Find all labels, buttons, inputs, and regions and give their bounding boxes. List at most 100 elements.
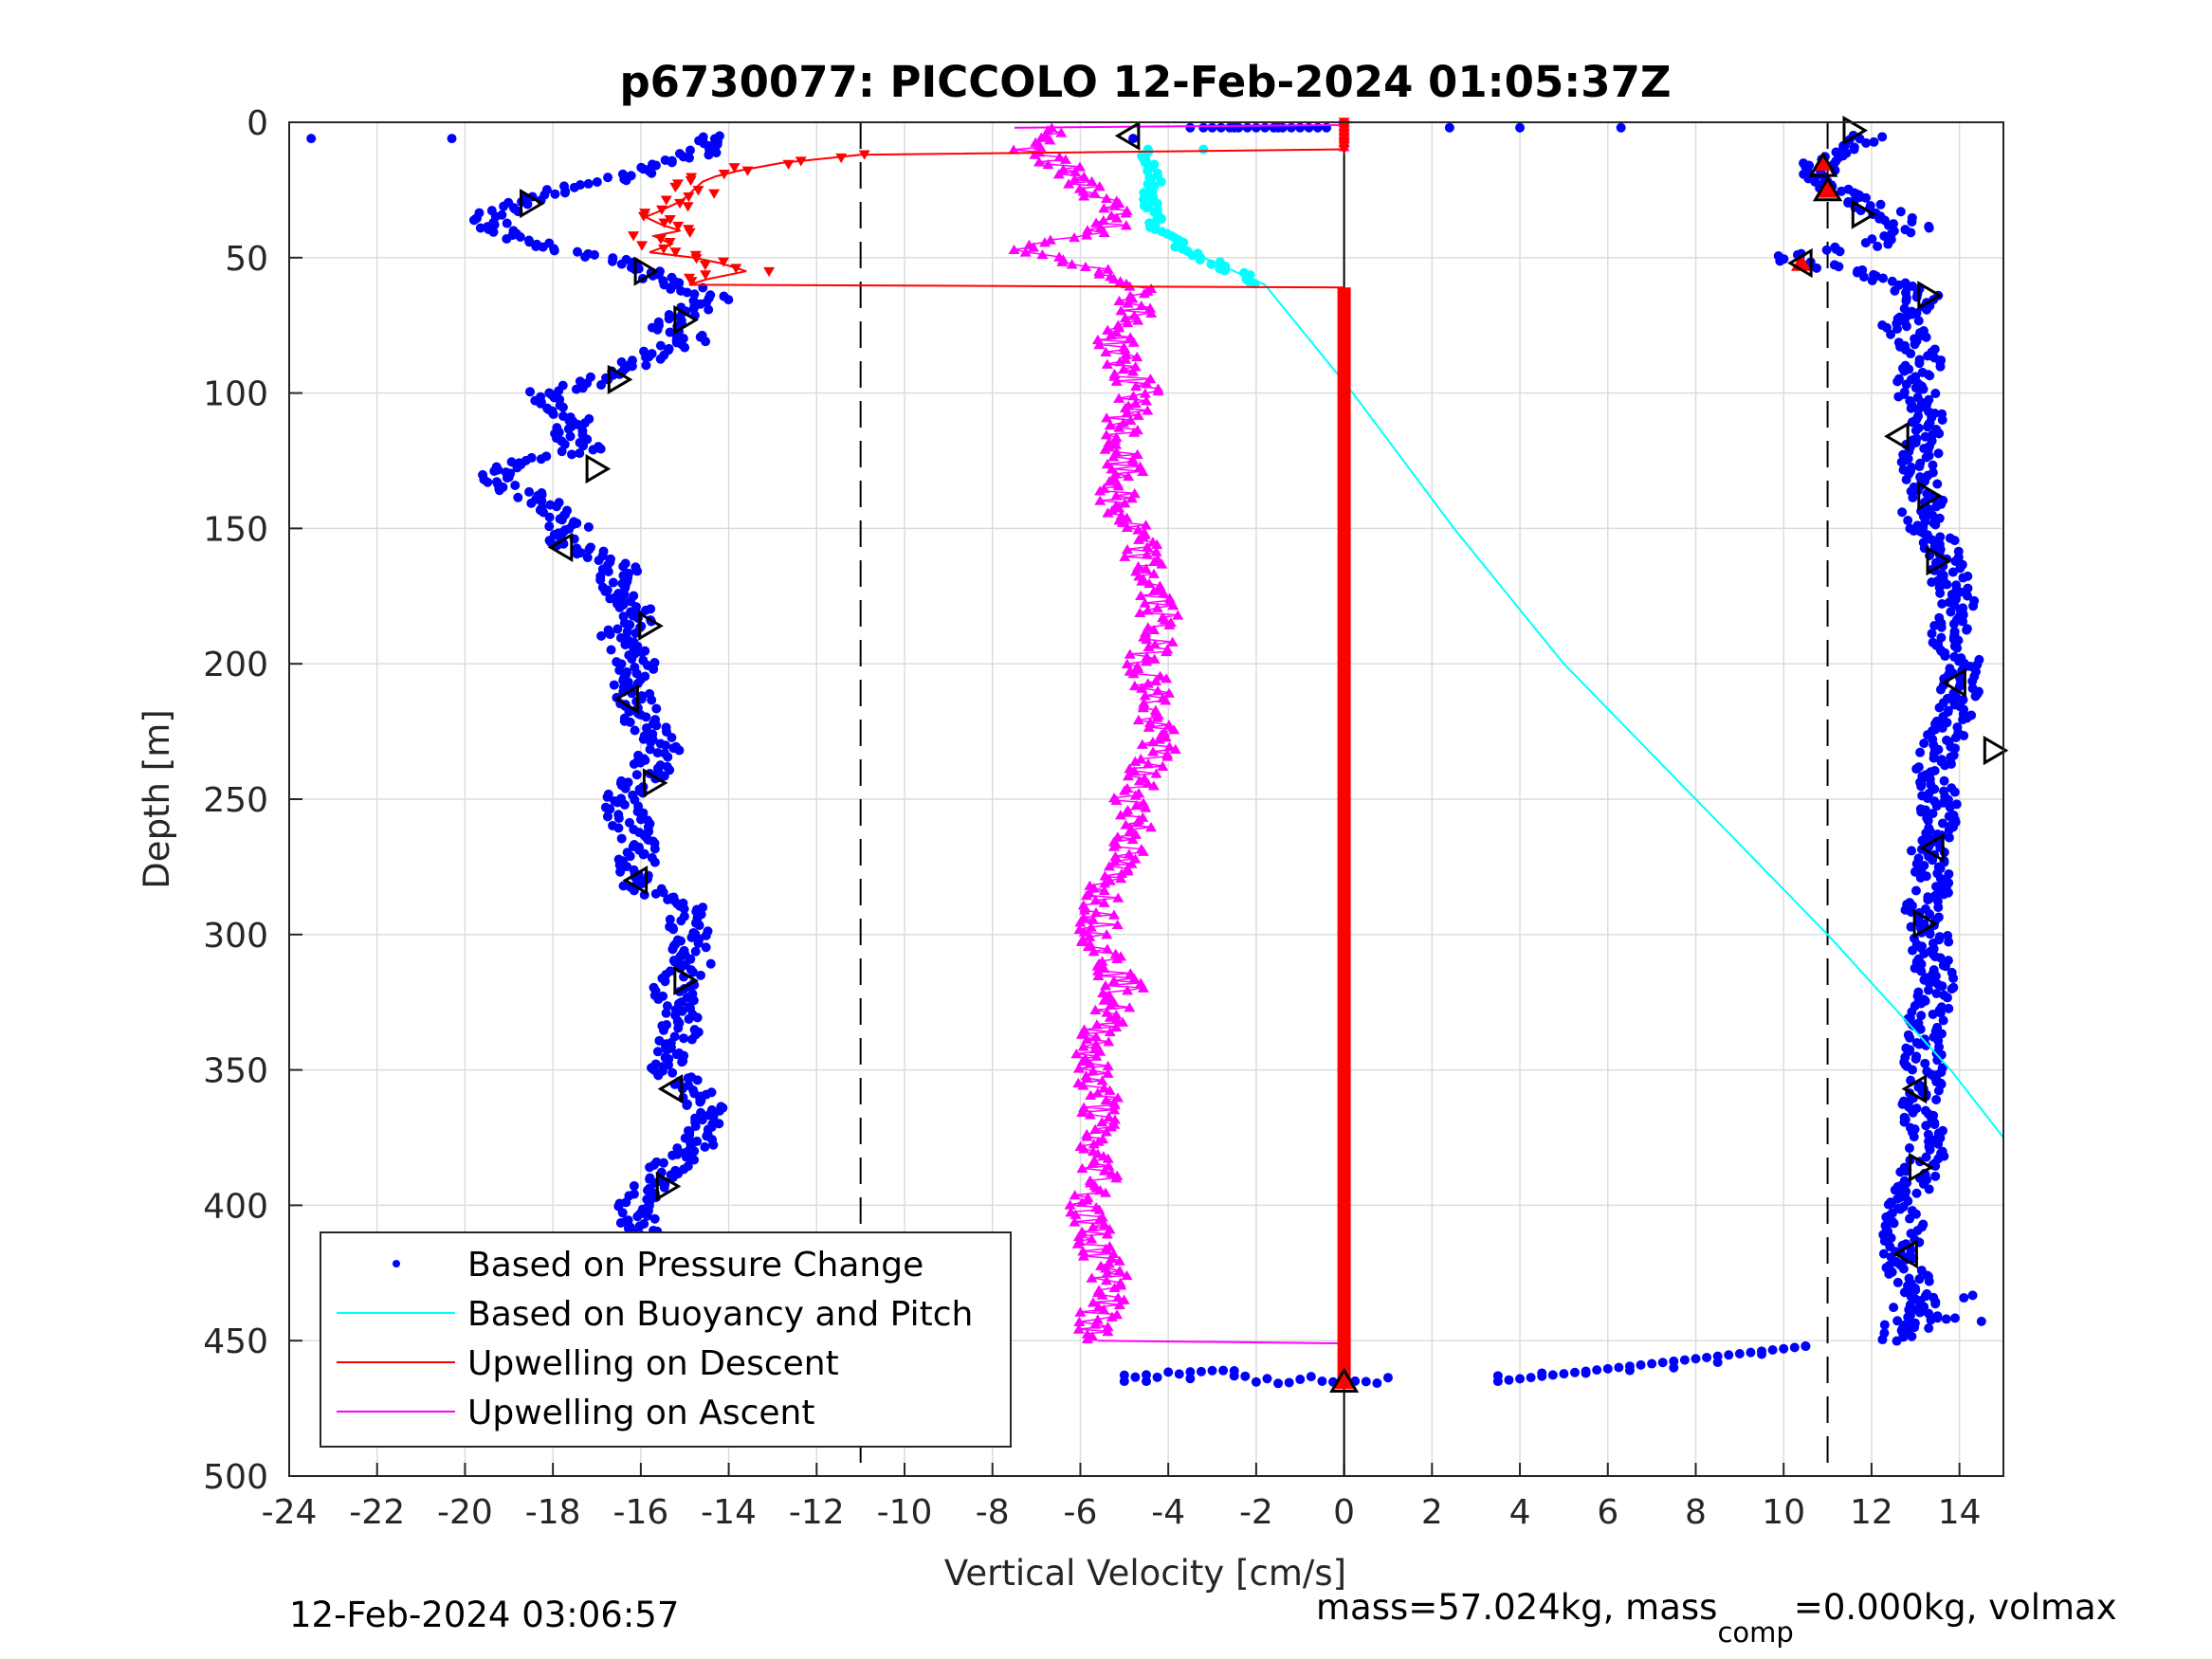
pressure-point-ascent bbox=[1928, 855, 1938, 866]
pressure-point-descent bbox=[689, 1155, 700, 1165]
pressure-point-descent bbox=[559, 188, 570, 198]
pressure-point-ascent bbox=[1948, 973, 1959, 983]
y-tick-label: 0 bbox=[247, 104, 268, 143]
pressure-point-descent bbox=[488, 227, 499, 237]
pressure-point-bottom bbox=[1515, 1374, 1526, 1384]
pressure-point-bottom bbox=[1504, 1375, 1514, 1385]
upwelling-ascent-marker bbox=[1107, 841, 1120, 851]
upwelling-ascent-marker bbox=[1100, 1094, 1112, 1105]
pressure-point-ascent bbox=[1905, 1032, 1915, 1043]
upwelling-ascent-marker bbox=[1105, 1121, 1117, 1132]
upwelling-ascent-marker bbox=[1113, 295, 1125, 306]
pressure-point-descent bbox=[692, 1075, 703, 1085]
pressure-point-descent bbox=[649, 857, 660, 867]
x-tick-label: -22 bbox=[349, 1493, 405, 1532]
upwelling-ascent-marker bbox=[1101, 1229, 1113, 1239]
upwelling-descent-series bbox=[628, 118, 1351, 1382]
upwelling-ascent-marker bbox=[1117, 417, 1129, 428]
upwelling-ascent-marker bbox=[1121, 408, 1133, 418]
pressure-point-ascent bbox=[1892, 1336, 1902, 1346]
x-tick-label: 10 bbox=[1762, 1493, 1805, 1532]
pressure-point-ascent bbox=[1897, 507, 1908, 518]
upwelling-ascent-marker bbox=[1089, 1038, 1102, 1048]
pressure-point-ascent bbox=[1959, 730, 1969, 740]
upwelling-descent-marker bbox=[686, 277, 698, 287]
pressure-point-ascent bbox=[1907, 846, 1917, 856]
pressure-point-descent bbox=[647, 695, 657, 705]
pressure-point-ascent bbox=[1948, 619, 1959, 629]
upwelling-ascent-marker bbox=[1160, 731, 1172, 742]
upwelling-ascent-marker bbox=[1124, 414, 1137, 425]
upwelling-ascent-marker bbox=[1106, 1168, 1118, 1178]
pressure-point-ascent bbox=[1940, 651, 1950, 662]
upwelling-ascent-marker bbox=[1107, 273, 1120, 283]
upwelling-ascent-marker bbox=[1063, 178, 1075, 189]
pressure-point-descent bbox=[653, 1070, 664, 1081]
upwelling-ascent-marker bbox=[1102, 507, 1114, 518]
pressure-point-descent bbox=[697, 1115, 707, 1125]
upwelling-ascent-marker bbox=[1035, 132, 1048, 142]
pressure-point-ascent bbox=[1925, 909, 1935, 920]
pressure-point-ascent bbox=[1935, 361, 1946, 372]
upwelling-ascent-marker bbox=[1122, 317, 1134, 328]
upwelling-ascent-marker bbox=[1108, 1114, 1121, 1124]
pressure-point-descent bbox=[650, 888, 661, 899]
pressure-point-bottom bbox=[1240, 1371, 1251, 1381]
y-tick-label: 100 bbox=[203, 375, 268, 414]
upwelling-ascent-marker bbox=[1115, 1280, 1127, 1290]
upwelling-ascent-marker bbox=[1069, 1209, 1082, 1219]
upwelling-ascent-marker bbox=[1126, 366, 1139, 376]
pressure-point-ascent bbox=[1906, 349, 1916, 359]
upwelling-ascent-marker bbox=[1110, 490, 1123, 501]
upwelling-ascent-marker bbox=[1148, 585, 1161, 595]
pressure-point-descent bbox=[634, 1221, 645, 1231]
upwelling-ascent-marker bbox=[1131, 351, 1143, 362]
pressure-point-descent bbox=[605, 593, 615, 604]
pressure-point-bottom bbox=[1889, 1303, 1899, 1313]
pressure-point-surface bbox=[1242, 122, 1252, 133]
pressure-point-descent bbox=[687, 967, 698, 977]
upwelling-ascent-marker bbox=[1131, 448, 1143, 459]
upwelling-ascent-marker bbox=[1099, 870, 1111, 881]
upwelling-ascent-marker bbox=[1078, 926, 1090, 937]
pressure-point-descent bbox=[616, 833, 627, 844]
upwelling-ascent-marker bbox=[1122, 866, 1134, 876]
upwelling-ascent-marker bbox=[1084, 1058, 1096, 1068]
upwelling-descent-marker bbox=[730, 264, 742, 274]
upwelling-ascent-marker bbox=[1149, 639, 1161, 649]
pressure-point-ascent bbox=[1967, 676, 1978, 686]
upwelling-ascent-marker bbox=[1131, 816, 1143, 828]
upwelling-ascent-marker bbox=[1120, 354, 1132, 364]
upwelling-ascent-marker bbox=[1100, 1187, 1112, 1197]
upwelling-ascent-marker bbox=[1169, 743, 1181, 754]
pressure-point-bottom bbox=[1906, 1291, 1916, 1302]
x-tick-label: -10 bbox=[877, 1493, 933, 1532]
upwelling-ascent-marker bbox=[1113, 392, 1125, 403]
upwelling-ascent-marker bbox=[1116, 517, 1128, 527]
upwelling-ascent-marker bbox=[1128, 680, 1141, 691]
pressure-point-ascent bbox=[1937, 722, 1947, 733]
pressure-point-surface bbox=[1269, 122, 1279, 133]
upwelling-ascent-marker bbox=[1163, 619, 1176, 629]
upwelling-ascent-marker bbox=[1066, 259, 1078, 269]
upwelling-ascent-marker bbox=[1123, 848, 1135, 859]
pressure-point-descent bbox=[653, 994, 664, 1005]
y-tick-label: 450 bbox=[203, 1322, 268, 1361]
pressure-point-ascent bbox=[1938, 1015, 1948, 1026]
red-turn-marker bbox=[1333, 1371, 1355, 1390]
pressure-point-ascent bbox=[1915, 747, 1926, 757]
pressure-point-bottom bbox=[1932, 1311, 1943, 1322]
pressure-point-descent bbox=[684, 1013, 694, 1024]
upwelling-ascent-marker bbox=[1139, 597, 1151, 608]
upwelling-ascent-marker bbox=[1158, 588, 1170, 598]
pressure-point-ascent bbox=[1892, 1277, 1903, 1287]
pressure-point-ascent bbox=[1852, 267, 1862, 278]
x-tick-label: -12 bbox=[789, 1493, 845, 1532]
pressure-point-ascent bbox=[1884, 1268, 1894, 1279]
upwelling-ascent-marker bbox=[1077, 1041, 1089, 1051]
pressure-point-ascent bbox=[1896, 457, 1907, 467]
upwelling-ascent-marker bbox=[1159, 614, 1171, 625]
buoyancy-pitch-point bbox=[1250, 279, 1260, 289]
pressure-point-descent bbox=[632, 1212, 643, 1222]
